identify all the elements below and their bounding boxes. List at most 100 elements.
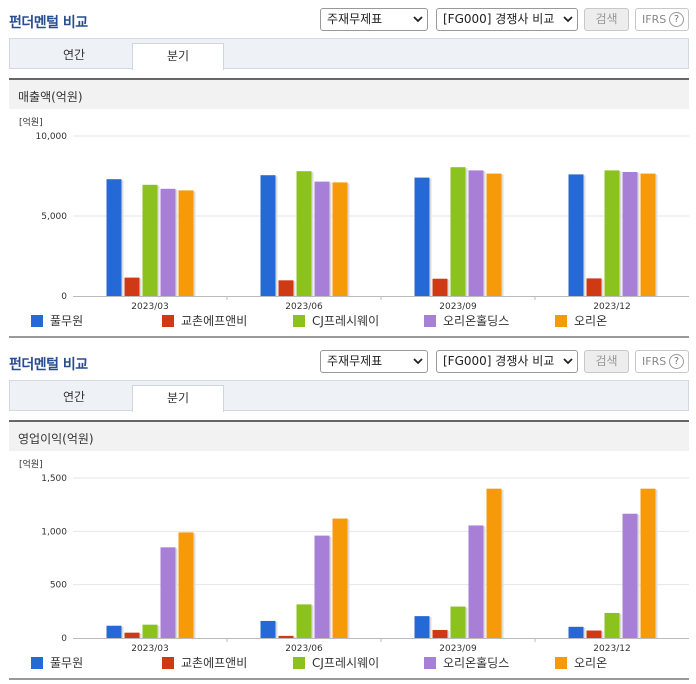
y-axis-unit-label: [억원] [19, 458, 43, 470]
legend-label: 오리온홀딩스 [443, 656, 510, 670]
chart-legend: 풀무원 교촌에프앤비 CJ프레시웨이 오리온홀딩스 오리온 [31, 314, 681, 330]
tab-quarterly[interactable]: 분기 [132, 385, 224, 412]
bar [432, 278, 448, 296]
legend-swatch [293, 657, 305, 669]
tab-annual[interactable]: 연간 [62, 48, 86, 62]
legend-swatch [555, 315, 567, 327]
statement-select[interactable]: 주재무제표 [320, 8, 428, 31]
legend-label: 오리온홀딩스 [443, 314, 510, 328]
chart-legend: 풀무원 교촌에프앤비 CJ프레시웨이 오리온홀딩스 오리온 [31, 656, 681, 672]
compare-select-value: [FG000] 경쟁사 비교 [443, 354, 555, 368]
chevron-down-icon [413, 16, 423, 23]
y-tick-label: 0 [61, 634, 67, 644]
fundamental-section-2: 펀더멘털 비교 주재무제표 [FG000] 경쟁사 비교 검색 IFRS ? 연… [0, 342, 696, 684]
bar [432, 630, 448, 638]
statement-select[interactable]: 주재무제표 [320, 350, 428, 373]
bar [604, 170, 620, 296]
bar [314, 535, 330, 638]
x-tick-label: 2023/09 [439, 302, 477, 312]
bar [622, 513, 638, 638]
y-tick-label: 10,000 [36, 132, 68, 142]
x-tick-label: 2023/06 [285, 302, 323, 312]
bar [414, 616, 430, 638]
bar [314, 181, 330, 296]
ifrs-help-button[interactable]: IFRS ? [635, 8, 689, 31]
operating-profit-chart-panel: 영업이익(억원) [억원] 0 500 1,000 1,500 2023/03 2023/0… [9, 420, 689, 680]
bar [568, 174, 584, 296]
bar [106, 179, 122, 296]
bar [486, 488, 502, 638]
bar [640, 488, 656, 638]
ifrs-help-button[interactable]: IFRS ? [635, 350, 689, 373]
bar [142, 624, 158, 638]
bar [124, 632, 140, 638]
tab-quarterly[interactable]: 분기 [132, 43, 224, 70]
divider [9, 336, 689, 338]
legend-swatch [555, 657, 567, 669]
x-tick-label: 2023/03 [131, 302, 168, 312]
y-tick-label: 1,500 [41, 474, 67, 484]
legend-swatch [293, 315, 305, 327]
bar [160, 547, 176, 638]
bar [450, 167, 466, 296]
bar [414, 177, 430, 296]
x-tick-label: 2023/06 [285, 644, 323, 654]
fundamental-section-1: 펀더멘털 비교 주재무제표 [FG000] 경쟁사 비교 검색 IFRS ? 연… [9, 8, 689, 338]
search-button[interactable]: 검색 [584, 350, 629, 373]
question-circle-icon: ? [669, 12, 684, 27]
y-tick-label: 0 [61, 292, 67, 302]
bar [178, 532, 194, 638]
bar [604, 612, 620, 638]
bar [178, 190, 194, 296]
metric-title-bar: 영업이익(억원) [9, 420, 689, 451]
period-tabs: 연간 분기 [9, 380, 689, 412]
chart-title: 영업이익(억원) [18, 432, 94, 446]
bar [106, 625, 122, 638]
compare-select[interactable]: [FG000] 경쟁사 비교 [436, 8, 578, 31]
legend-swatch [31, 315, 43, 327]
legend-label: 교촌에프앤비 [181, 656, 248, 670]
chevron-down-icon [563, 358, 573, 365]
legend-label: CJ프레시웨이 [312, 314, 380, 328]
question-circle-icon: ? [669, 354, 684, 369]
section-header: 펀더멘털 비교 주재무제표 [FG000] 경쟁사 비교 검색 IFRS ? [0, 342, 696, 380]
bar [586, 630, 602, 638]
y-tick-label: 500 [50, 581, 67, 591]
tab-annual[interactable]: 연간 [62, 390, 86, 404]
bar [296, 604, 312, 638]
legend-swatch [424, 657, 436, 669]
statement-select-value: 주재무제표 [327, 12, 383, 26]
legend-label: 풀무원 [50, 656, 84, 670]
x-tick-label: 2023/12 [593, 644, 630, 654]
y-tick-label: 1,000 [41, 527, 67, 537]
bar [586, 278, 602, 296]
statement-select-value: 주재무제표 [327, 354, 383, 368]
bar [278, 280, 294, 296]
chevron-down-icon [563, 16, 573, 23]
bar [622, 172, 638, 296]
revenue-bar-chart: [억원] 0 5,000 10,000 2023/03 2023/06 2023/09 202… [19, 116, 689, 312]
period-tabs: 연간 분기 [9, 38, 689, 70]
section-title: 펀더멘털 비교 [9, 357, 88, 373]
x-tick-label: 2023/03 [131, 644, 168, 654]
y-tick-label: 5,000 [41, 212, 67, 222]
bar [142, 184, 158, 296]
search-button[interactable]: 검색 [584, 8, 629, 31]
compare-select[interactable]: [FG000] 경쟁사 비교 [436, 350, 578, 373]
bar [124, 277, 140, 296]
metric-title-bar: 매출액(억원) [9, 78, 689, 109]
bar [450, 606, 466, 638]
chart-title: 매출액(억원) [18, 90, 83, 104]
legend-swatch [162, 657, 174, 669]
bar [332, 518, 348, 638]
operating-profit-bar-chart: [억원] 0 500 1,000 1,500 2023/03 2023/06 2023/09 2… [19, 458, 689, 654]
bar [296, 171, 312, 296]
bar [260, 175, 276, 296]
section-title: 펀더멘털 비교 [9, 15, 88, 31]
bar [278, 635, 294, 638]
legend-label: 오리온 [574, 656, 608, 670]
legend-label: 교촌에프앤비 [181, 314, 248, 328]
compare-select-value: [FG000] 경쟁사 비교 [443, 12, 555, 26]
bar [568, 626, 584, 638]
chevron-down-icon [413, 358, 423, 365]
